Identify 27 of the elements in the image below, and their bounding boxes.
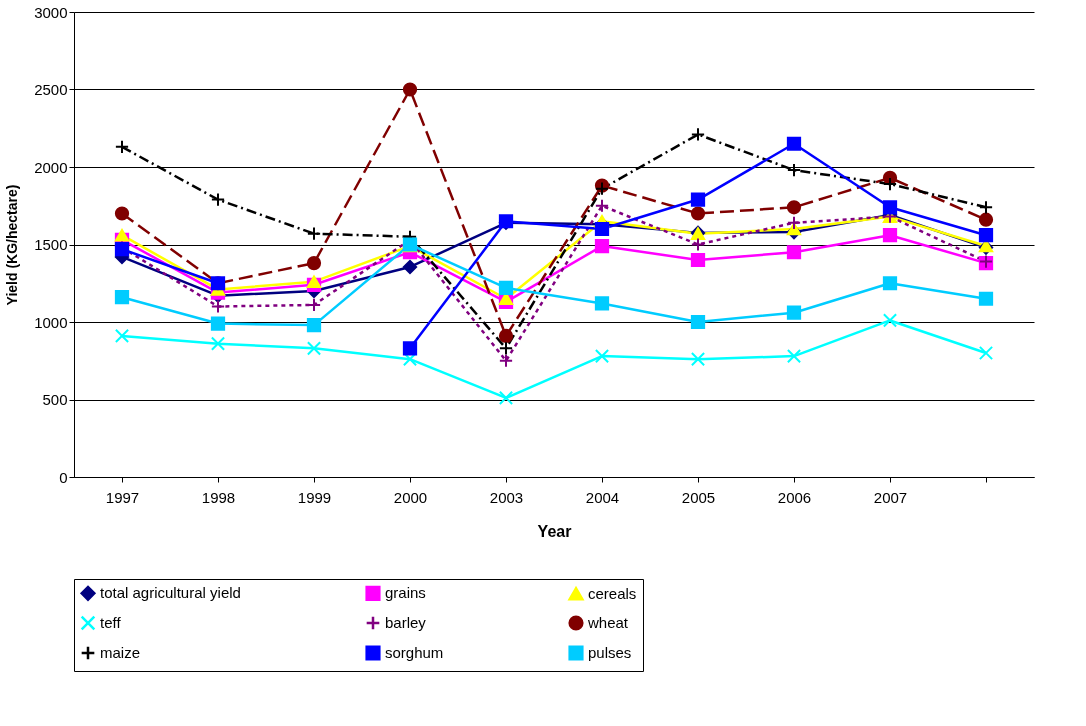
y-tick-label: 500: [42, 391, 68, 408]
y-tick-label: 3000: [34, 3, 68, 21]
y-tick-label: 0: [59, 468, 68, 486]
y-axis-title: Yield (KG/hectare): [4, 184, 21, 306]
legend-label: sorghum: [385, 644, 444, 661]
x-tick-label: 1997: [105, 488, 140, 506]
x-tick-label: 2005: [681, 488, 716, 506]
legend-label: teff: [100, 614, 122, 631]
x-tick-label: 2006: [777, 488, 812, 506]
x-tick-label: 1999: [297, 488, 332, 506]
legend-label: wheat: [587, 614, 629, 631]
legend-label: pulses: [588, 644, 632, 661]
x-axis-title: Year: [537, 522, 572, 540]
x-tick-label: 1998: [201, 488, 236, 506]
y-tick-label: 2500: [34, 81, 68, 98]
x-tick-label: 2004: [585, 488, 620, 506]
legend-label: maize: [100, 644, 141, 661]
x-tick-label: 2000: [393, 488, 428, 506]
legend-label: grains: [385, 584, 426, 602]
legend-label: cereals: [588, 584, 637, 602]
x-tick-label: 2003: [489, 488, 524, 506]
legend-label: barley: [385, 614, 427, 631]
y-tick-label: 2000: [34, 158, 68, 176]
legend-label: total agricultural yield: [100, 584, 241, 602]
y-tick-label: 1500: [34, 236, 68, 253]
x-tick-label: 2007: [873, 488, 908, 506]
y-tick-label: 1000: [34, 313, 68, 331]
